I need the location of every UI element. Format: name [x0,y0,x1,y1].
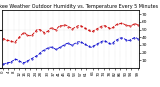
Title: Milwaukee Weather Outdoor Humidity vs. Temperature Every 5 Minutes: Milwaukee Weather Outdoor Humidity vs. T… [0,4,158,9]
